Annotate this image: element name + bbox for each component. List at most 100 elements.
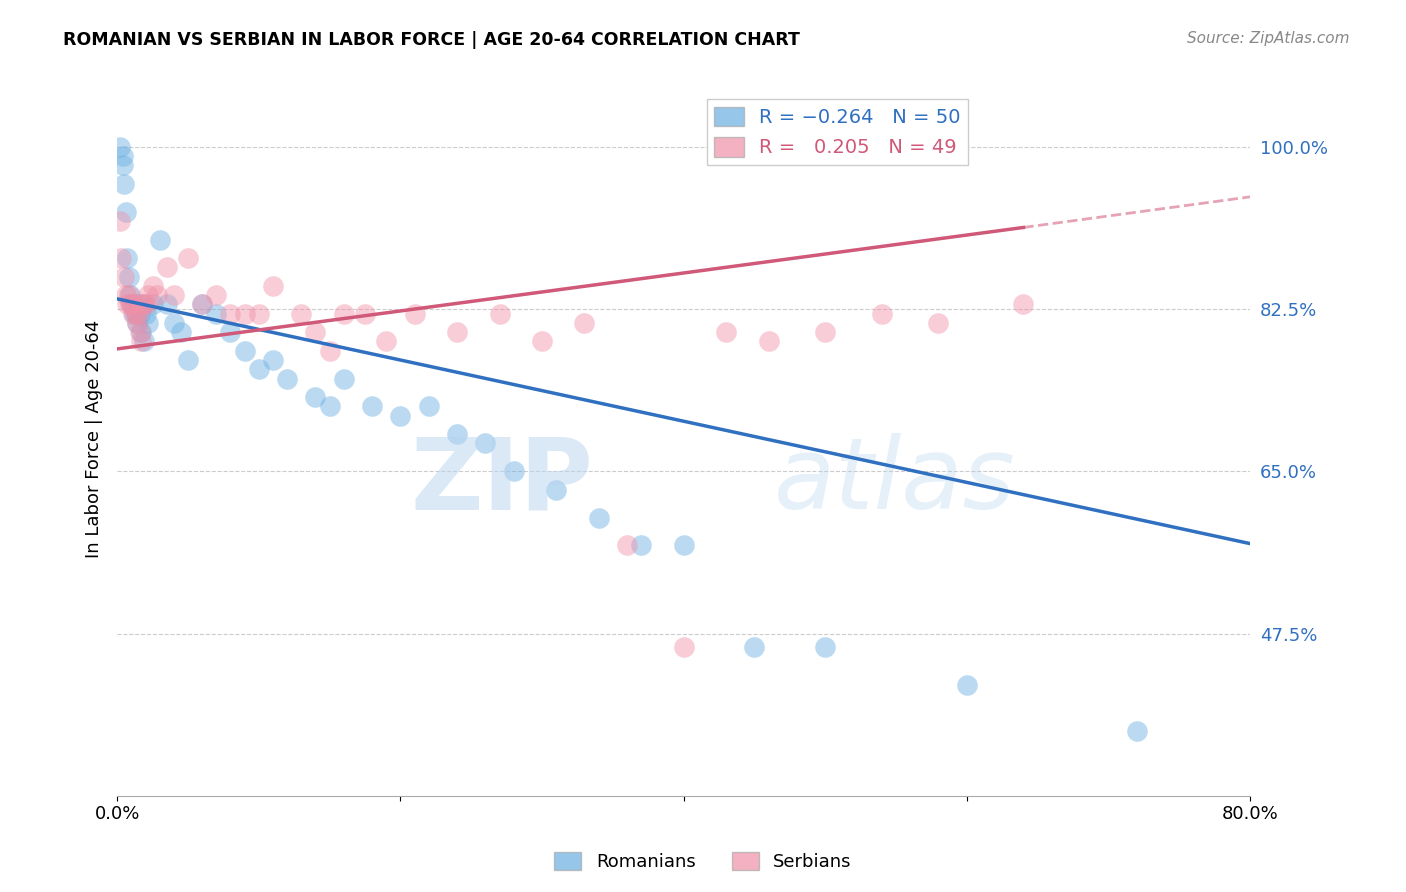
Point [115,251,138,265]
Point [134,307,156,321]
Point [124,307,146,321]
Point [262,353,284,368]
Point [146,288,169,302]
Point [129,325,152,339]
Point [125,316,148,330]
Point [112,177,135,191]
Point [112,269,135,284]
Point [163,316,186,330]
Point [304,390,326,404]
Point [108,140,131,154]
Point [115,297,138,311]
Point [108,214,131,228]
Point [616,538,638,552]
Point [446,325,468,339]
Legend: R = −0.264   N = 50, R =   0.205   N = 49: R = −0.264 N = 50, R = 0.205 N = 49 [707,99,969,165]
Point [219,307,242,321]
Point [318,343,340,358]
Point [332,307,354,321]
Point [138,316,160,330]
Point [956,677,979,691]
Point [111,149,134,163]
Point [127,307,149,321]
Point [502,464,524,478]
Point [404,307,426,321]
Point [127,297,149,311]
Point [630,538,652,552]
Point [111,158,134,172]
Text: ZIP: ZIP [411,434,593,530]
Point [247,307,270,321]
Point [927,316,949,330]
Point [474,436,496,450]
Point [276,371,298,385]
Point [156,260,179,275]
Point [418,400,440,414]
Point [574,316,596,330]
Y-axis label: In Labor Force | Age 20-64: In Labor Force | Age 20-64 [86,319,103,558]
Point [131,297,153,311]
Point [290,307,312,321]
Point [142,297,165,311]
Point [122,307,145,321]
Point [121,307,143,321]
Point [375,334,398,349]
Point [134,297,156,311]
Point [131,297,153,311]
Point [125,316,148,330]
Text: Source: ZipAtlas.com: Source: ZipAtlas.com [1187,31,1350,46]
Point [191,297,214,311]
Point [262,278,284,293]
Point [138,288,160,302]
Point [117,288,139,302]
Point [177,251,200,265]
Point [122,297,145,311]
Point [233,307,256,321]
Point [128,307,150,321]
Point [191,297,214,311]
Point [332,371,354,385]
Point [354,307,377,321]
Text: ROMANIAN VS SERBIAN IN LABOR FORCE | AGE 20-64 CORRELATION CHART: ROMANIAN VS SERBIAN IN LABOR FORCE | AGE… [63,31,800,49]
Point [205,288,228,302]
Point [1012,297,1035,311]
Point [163,288,186,302]
Point [546,483,568,497]
Point [118,288,141,302]
Point [233,343,256,358]
Point [488,307,510,321]
Point [744,640,766,655]
Point [318,400,340,414]
Point [205,307,228,321]
Point [114,288,136,302]
Point [156,297,179,311]
Point [177,353,200,368]
Point [170,325,193,339]
Point [121,297,143,311]
Point [304,325,326,339]
Legend: Romanians, Serbians: Romanians, Serbians [547,845,859,879]
Point [389,409,412,423]
Point [219,325,242,339]
Point [128,325,150,339]
Point [129,334,152,349]
Point [142,278,165,293]
Point [870,307,893,321]
Point [814,325,837,339]
Point [672,538,695,552]
Point [124,307,146,321]
Point [530,334,553,349]
Point [110,251,132,265]
Point [758,334,780,349]
Point [120,297,142,311]
Point [149,233,172,247]
Point [118,297,141,311]
Point [132,334,155,349]
Point [446,427,468,442]
Point [117,269,139,284]
Point [672,640,695,655]
Point [247,362,270,376]
Point [588,510,610,524]
Point [814,640,837,655]
Point [114,204,136,219]
